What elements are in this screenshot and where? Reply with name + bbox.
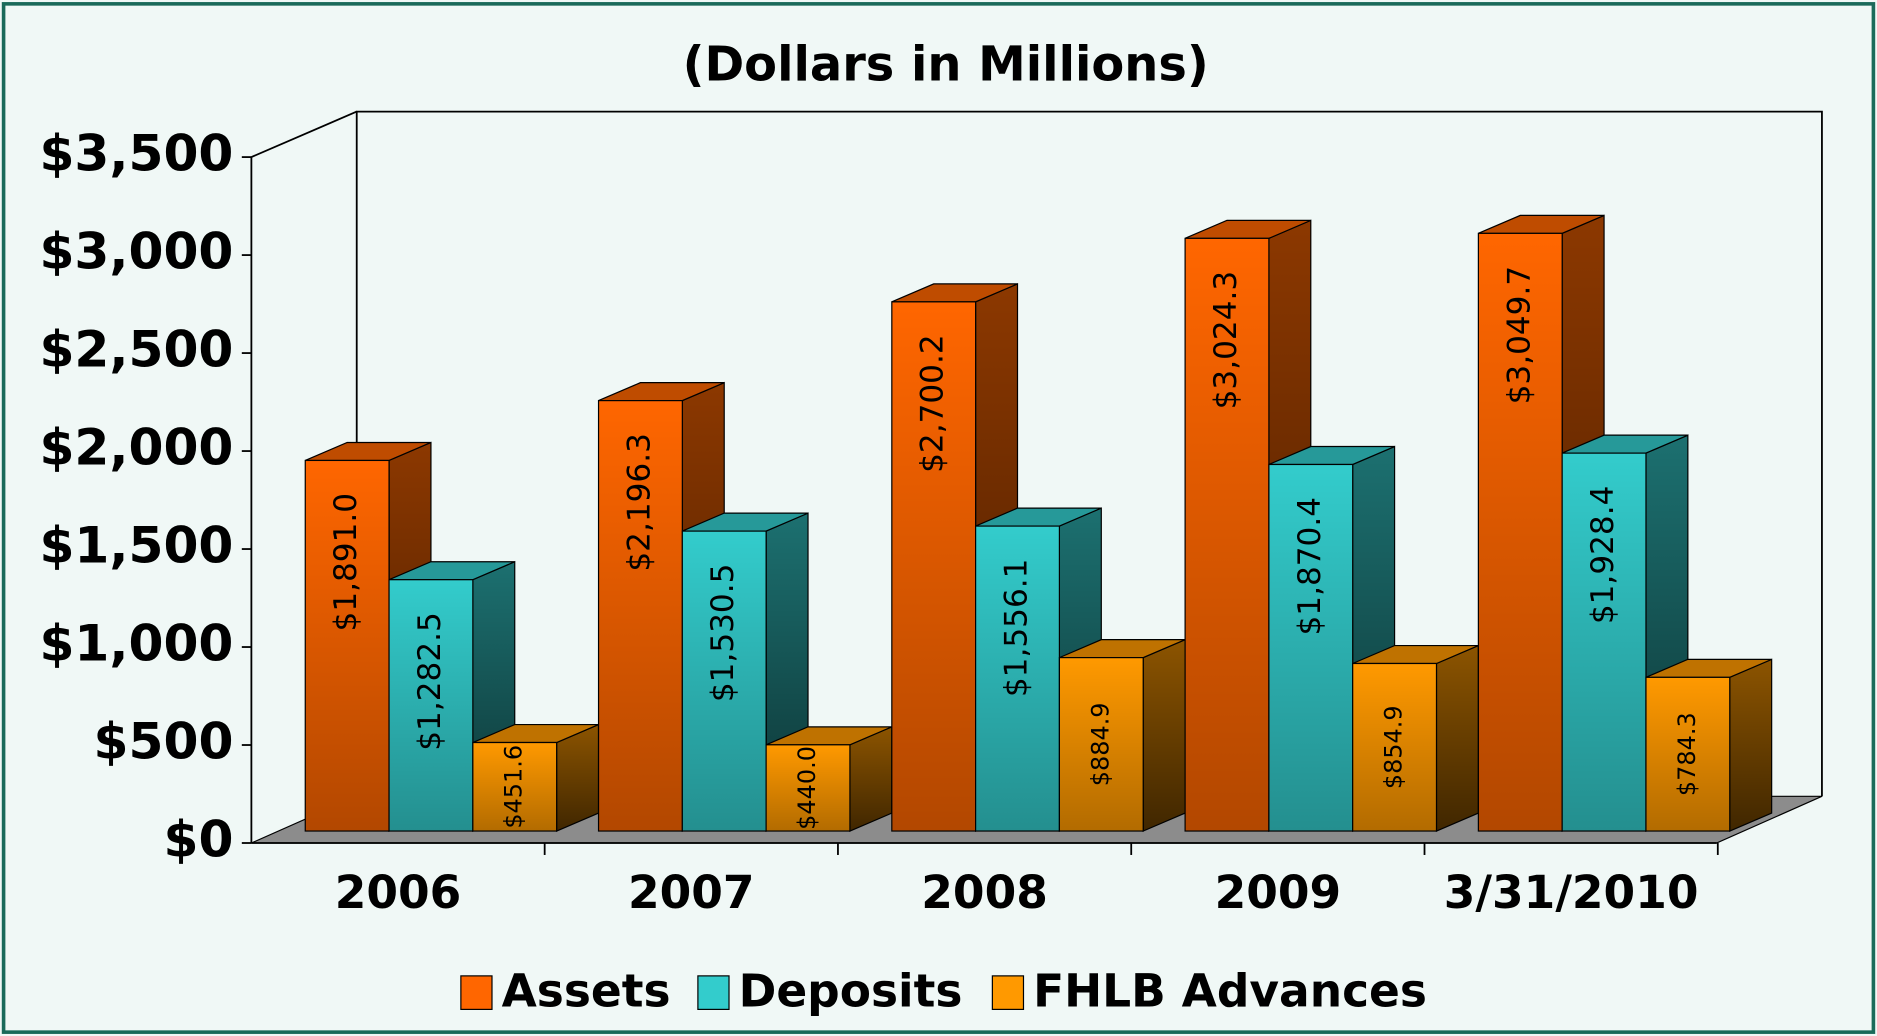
- bar-front-shade: [305, 460, 390, 832]
- y-tick-label: $1,500: [39, 516, 233, 575]
- bar-front-shade: [1562, 453, 1646, 832]
- x-tick-label: 2007: [628, 866, 755, 919]
- bar-side-shade: [556, 724, 599, 832]
- bar-side-shade: [1436, 645, 1479, 832]
- value-label: $440.0: [793, 746, 821, 830]
- bar-top-shade: [1185, 220, 1311, 239]
- bar-front-shade: [1268, 464, 1353, 832]
- bar-top-shade: [1645, 659, 1772, 678]
- y-tick-label: $500: [94, 712, 234, 771]
- bar-top-shade: [766, 726, 892, 745]
- y-tick-label: $2,500: [39, 320, 233, 379]
- bar-front-shade: [598, 400, 683, 832]
- bar-top-shade: [1268, 446, 1395, 465]
- value-label: $1,530.5: [705, 564, 741, 703]
- bar-top-shade: [682, 513, 809, 532]
- bar-side-shade: [849, 726, 892, 832]
- legend-label: Deposits: [739, 964, 963, 1017]
- bar-front-shade: [1059, 657, 1144, 832]
- bar-front-shade: [975, 526, 1060, 832]
- value-label: $2,196.3: [621, 433, 657, 572]
- bar-front-shade: [1352, 663, 1437, 832]
- x-tick-label: 2006: [335, 866, 462, 919]
- bar: [1561, 434, 1689, 832]
- bar: [1352, 644, 1479, 832]
- bar: [765, 725, 893, 832]
- bar-top-shade: [975, 508, 1102, 527]
- value-label: $1,282.5: [412, 612, 448, 751]
- bar-top-shade: [598, 382, 725, 401]
- bar-front-shade: [766, 744, 850, 832]
- value-label: $884.9: [1086, 702, 1114, 786]
- y-tick-label: $2,000: [39, 418, 233, 477]
- x-tick-label: 3/31/2010: [1444, 866, 1699, 919]
- x-tick-label: 2008: [921, 866, 1048, 919]
- y-tick-label: $1,000: [39, 614, 233, 673]
- bar-front-shade: [389, 579, 473, 832]
- legend-label: Assets: [502, 964, 671, 1017]
- legend-swatch: [991, 975, 1025, 1010]
- value-label: $854.9: [1380, 705, 1408, 789]
- bar-front-shade: [891, 301, 976, 832]
- value-label: $2,700.2: [915, 334, 951, 473]
- bar: [1058, 638, 1186, 832]
- value-label: $1,928.4: [1585, 486, 1621, 625]
- legend-swatch: [460, 975, 493, 1010]
- bar-top-shade: [389, 561, 515, 580]
- value-label: $784.3: [1673, 712, 1701, 796]
- bar-top-shade: [1352, 645, 1479, 664]
- wall-edge: [251, 110, 358, 158]
- value-label: $1,891.0: [328, 493, 364, 632]
- legend-label: FHLB Advances: [1033, 964, 1427, 1017]
- bar-side-shade: [1729, 659, 1772, 832]
- value-label: $3,049.7: [1501, 266, 1537, 405]
- bar-front-shade: [472, 742, 557, 832]
- y-tick-label: $3,500: [39, 124, 233, 183]
- bar: [1645, 658, 1773, 832]
- y-tick-label: $3,000: [39, 222, 233, 281]
- value-label: $1,556.1: [999, 559, 1035, 698]
- bar-top-shade: [1478, 215, 1605, 234]
- y-tick-label: $0: [163, 810, 233, 869]
- bar-front-shade: [682, 531, 767, 832]
- value-label: $451.6: [500, 745, 528, 829]
- value-label: $3,024.3: [1208, 271, 1244, 410]
- bar-side-shade: [1143, 639, 1186, 832]
- bar-front-shade: [1185, 238, 1269, 832]
- value-label: $1,870.4: [1292, 497, 1328, 636]
- chart-title: (Dollars in Millions): [683, 37, 1209, 92]
- bar-top-shade: [305, 442, 431, 461]
- bar-front-shade: [1478, 233, 1563, 832]
- bar-front-shade: [1645, 677, 1730, 832]
- bar: [472, 723, 600, 832]
- x-tick-label: 2009: [1215, 866, 1342, 919]
- legend-swatch: [697, 975, 730, 1010]
